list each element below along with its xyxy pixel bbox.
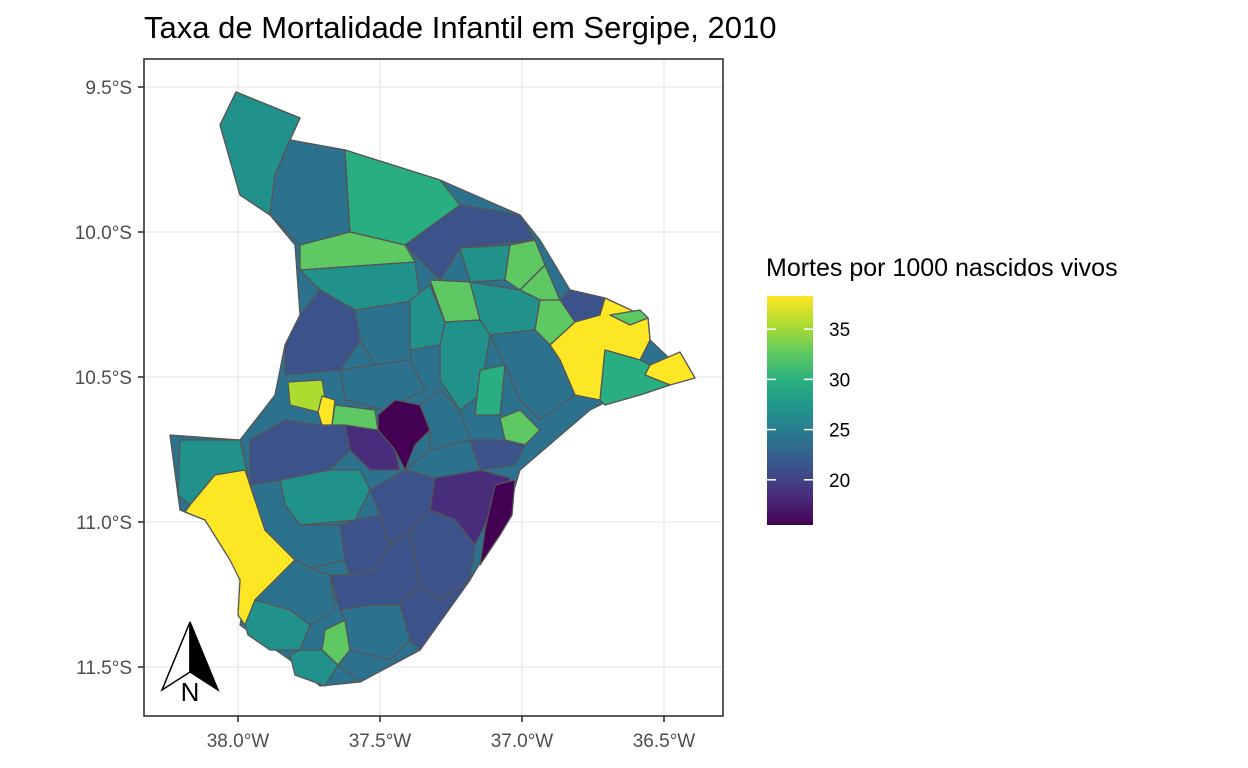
y-tick-label: 11.5°S: [76, 658, 132, 679]
x-tick-label: 38.0°W: [207, 731, 270, 752]
y-tick-label: 10.0°S: [75, 223, 132, 244]
municipality-region[interactable]: [479, 479, 516, 566]
y-tick-label: 10.5°S: [75, 368, 132, 389]
municipality-region[interactable]: [609, 309, 649, 326]
legend-tick-label: 30: [829, 370, 850, 391]
municipality-region[interactable]: [499, 409, 541, 446]
legend-tick-label: 20: [829, 471, 850, 492]
colorbar-gradient: [767, 296, 813, 525]
municipality-region[interactable]: [489, 329, 576, 421]
municipality-region[interactable]: [339, 359, 426, 411]
municipality-region[interactable]: [299, 231, 416, 271]
municipalities: [169, 91, 696, 687]
y-tick-label: 11.0°S: [76, 513, 132, 534]
municipality-region[interactable]: [399, 579, 471, 651]
north-arrow-icon: N: [160, 621, 220, 707]
x-tick-label: 36.5°W: [633, 731, 696, 752]
panel-border: [143, 58, 724, 717]
municipality-region[interactable]: [284, 289, 361, 376]
y-axis: 9.5°S 10.0°S 10.5°S 11.0°S 11.5°S: [75, 78, 144, 679]
x-axis: 38.0°W 37.5°W 37.0°W 36.5°W: [207, 716, 696, 752]
legend-tick-label: 25: [829, 421, 850, 442]
legend-colorbar: 20 25 30 35: [767, 296, 850, 525]
map-title: Taxa de Mortalidade Infantil em Sergipe,…: [144, 10, 777, 45]
north-arrow-label: N: [181, 677, 200, 707]
legend-tick-label: 35: [829, 320, 850, 341]
municipality-region[interactable]: [599, 349, 671, 406]
x-tick-label: 37.5°W: [349, 731, 412, 752]
legend-title: Mortes por 1000 nascidos vivos: [766, 254, 1118, 282]
municipality-region[interactable]: [474, 364, 506, 416]
y-tick-label: 9.5°S: [85, 78, 132, 99]
municipality-region[interactable]: [244, 599, 311, 651]
x-tick-label: 37.0°W: [491, 731, 554, 752]
